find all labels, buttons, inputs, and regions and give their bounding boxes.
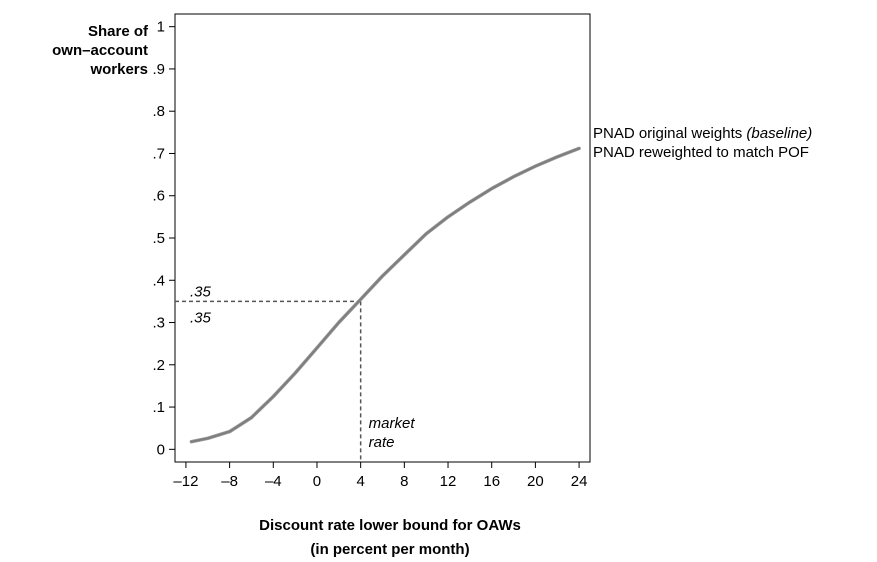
plot-area-frame	[174, 13, 591, 463]
x-tick-label: –8	[221, 473, 238, 490]
x-tick-label: 16	[483, 473, 500, 490]
value-label-bottom: .35	[190, 309, 212, 326]
y-tick-label: .7	[152, 145, 165, 162]
series-line-reweighted	[189, 146, 581, 444]
x-axis-title-line-1: Discount rate lower bound for OAWs	[259, 517, 521, 534]
y-axis-title-line-2: own–account	[52, 42, 148, 59]
y-tick-label: .4	[152, 272, 165, 289]
value-label-top: .35	[190, 283, 212, 300]
y-tick-label: .9	[152, 61, 165, 78]
x-tick-label: 8	[400, 473, 408, 490]
legend: PNAD original weights (baseline) PNAD re…	[593, 124, 812, 162]
y-tick-label: .3	[152, 315, 165, 332]
y-axis-title-line-1: Share of	[87, 23, 148, 40]
y-tick-label: .6	[152, 188, 165, 205]
market-rate-label-line-2: rate	[369, 434, 395, 451]
y-axis-title: Share of own–account workers	[0, 22, 148, 79]
x-tick-label: 12	[440, 473, 457, 490]
y-tick-label: 1	[157, 19, 165, 36]
annotations: .35 .35 market rate	[190, 283, 415, 451]
legend-label-baseline: PNAD original weights	[593, 125, 743, 142]
series-line-baseline	[190, 147, 581, 443]
x-tick-label: 0	[313, 473, 321, 490]
x-axis: –12 –8 –4 0 4 8 12 16 20 24	[173, 462, 587, 490]
y-axis-title-line-3: workers	[90, 61, 148, 78]
y-tick-label: .5	[152, 230, 165, 247]
y-tick-label: .2	[152, 357, 165, 374]
x-tick-label: 24	[571, 473, 588, 490]
legend-label-baseline-suffix: (baseline)	[746, 125, 813, 142]
legend-entry-reweighted: PNAD reweighted to match POF	[593, 143, 812, 162]
x-axis-title-line-2: (in percent per month)	[310, 541, 470, 558]
x-axis-title: Discount rate lower bound for OAWs (in p…	[180, 514, 600, 562]
y-axis: 0 .1 .2 .3 .4 .5 .6 .7 .8 .9 1	[152, 19, 175, 458]
market-rate-label-line-1: market	[369, 415, 416, 432]
x-tick-label: –4	[265, 473, 282, 490]
legend-label-reweighted: PNAD reweighted to match POF	[593, 144, 809, 161]
x-tick-label: 20	[527, 473, 544, 490]
y-tick-label: 0	[157, 441, 165, 458]
x-tick-label: 4	[356, 473, 364, 490]
legend-entry-baseline: PNAD original weights (baseline)	[593, 124, 812, 143]
market-rate-guides	[175, 300, 362, 462]
x-tick-label: –12	[173, 473, 198, 490]
series-lines	[189, 146, 581, 444]
y-tick-label: .8	[152, 103, 165, 120]
y-tick-label: .1	[152, 399, 165, 416]
